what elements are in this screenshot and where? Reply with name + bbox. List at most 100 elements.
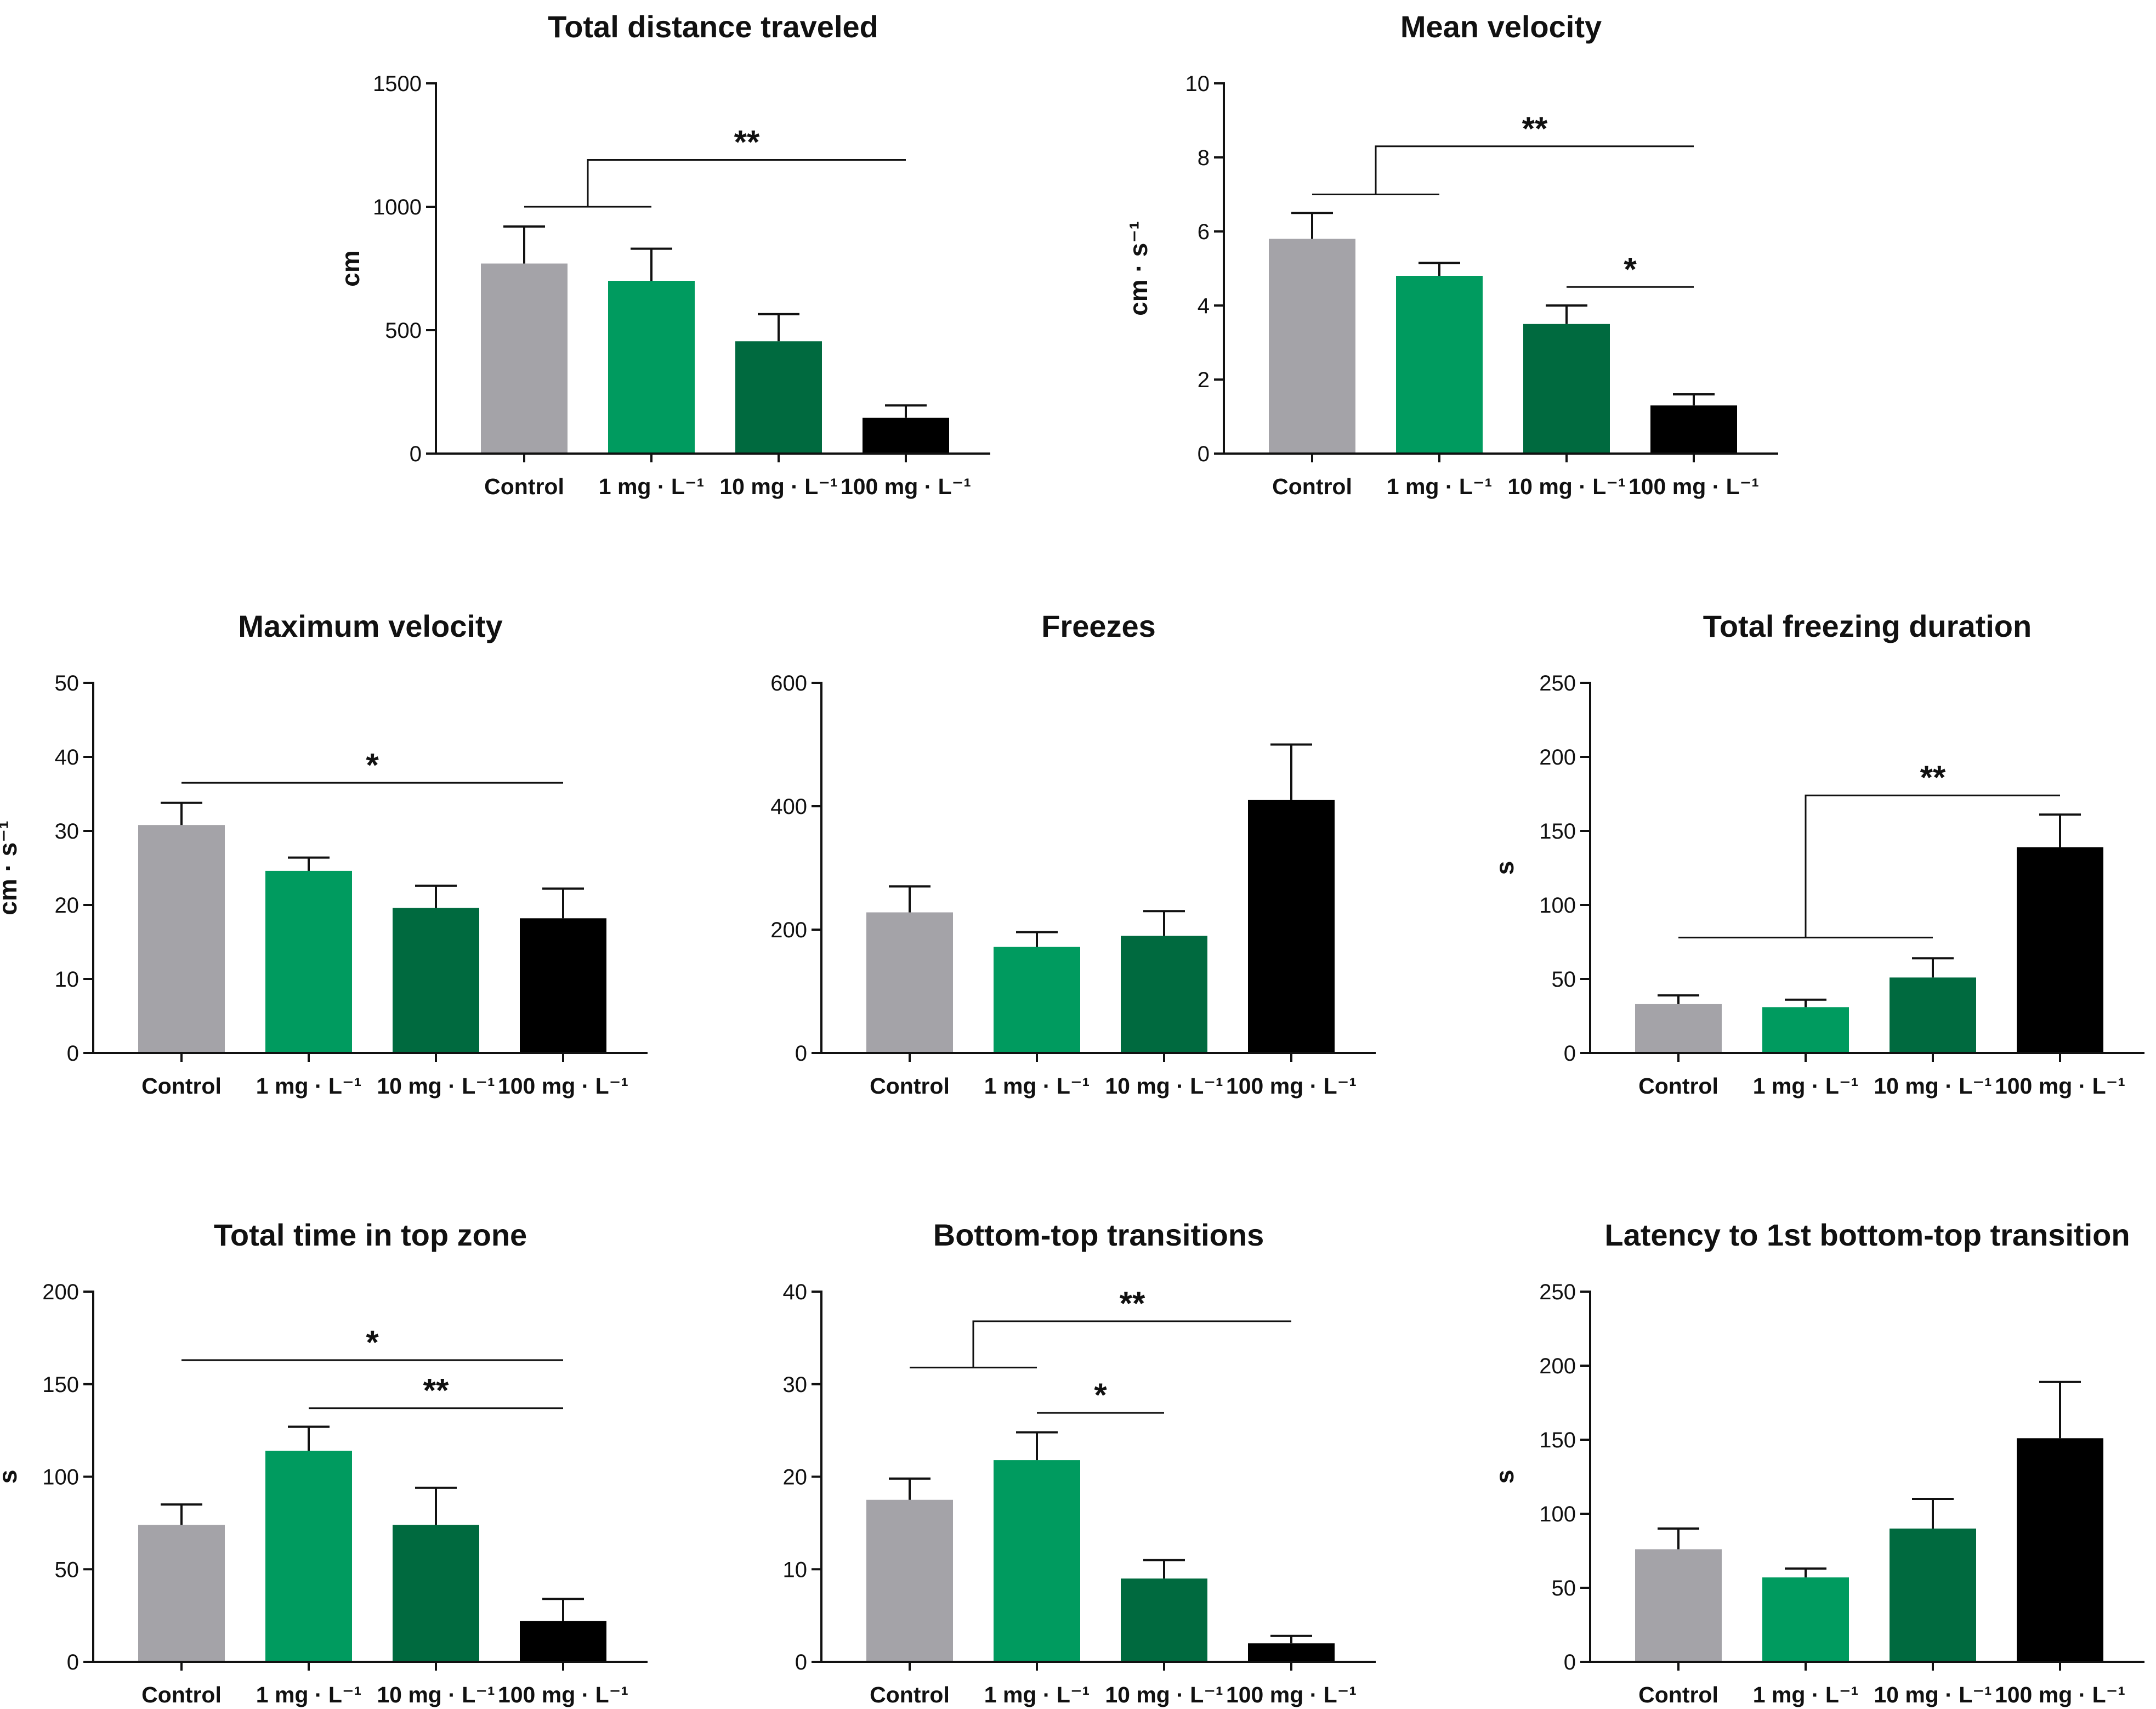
chart-title: Total distance traveled [548, 9, 878, 44]
y-tick-label: 4 [1198, 294, 1210, 318]
category-label: 100 mg · L⁻¹ [498, 1073, 628, 1099]
y-tick-label: 50 [1552, 967, 1576, 992]
category-label: 100 mg · L⁻¹ [1226, 1073, 1357, 1099]
y-tick-label: 0 [67, 1650, 79, 1674]
significance-label: * [1624, 251, 1637, 287]
chart-panel-8: Latency to 1st bottom-top transition 0 50 1… [1490, 1218, 2144, 1707]
significance-label: ** [734, 124, 760, 161]
chart-panel-4: Freezes 0 200 400 600 Control 1 mg · L⁻¹ 10 mg … [770, 609, 1376, 1099]
bar-1 [866, 1499, 953, 1662]
significance-label: * [366, 1324, 379, 1361]
significance-label: * [366, 746, 379, 783]
y-tick-label: 0 [410, 442, 422, 466]
y-tick-label: 200 [1539, 1354, 1576, 1378]
bar-3 [393, 1525, 479, 1662]
category-label: Control [1638, 1073, 1718, 1099]
y-tick-label: 0 [67, 1042, 79, 1066]
category-label: Control [141, 1073, 222, 1099]
bar-2 [265, 1451, 352, 1662]
category-label: 1 mg · L⁻¹ [1387, 474, 1492, 499]
chart-panel-3: Maximum velocity 0 10 20 30 40 50 Control 1 mg ·… [0, 609, 648, 1099]
significance-label: * [1094, 1377, 1107, 1413]
y-tick-label: 100 [42, 1465, 79, 1490]
significance-label: ** [1120, 1285, 1145, 1322]
bar-1 [138, 1525, 225, 1662]
bar-4 [520, 1621, 606, 1662]
y-tick-label: 500 [385, 319, 422, 343]
category-label: 10 mg · L⁻¹ [1105, 1682, 1223, 1707]
bar-4 [2017, 1438, 2103, 1662]
significance-bracket [587, 159, 906, 207]
y-tick-label: 250 [1539, 1280, 1576, 1304]
significance-label: ** [1522, 110, 1548, 147]
bar-1 [1269, 239, 1355, 454]
significance-bracket [1375, 145, 1694, 195]
chart-panel-5: Total freezing duration 0 50 100 150 200 250 Co… [1490, 609, 2144, 1099]
chart-panel-7: Bottom-top transitions 0 10 20 30 40 Control 1 … [783, 1218, 1376, 1707]
bar-2 [265, 870, 352, 1053]
y-tick-label: 40 [783, 1280, 808, 1304]
y-axis-label: s [0, 1470, 22, 1484]
category-label: 100 mg · L⁻¹ [1629, 474, 1759, 499]
y-axis-label: s [1490, 861, 1519, 875]
y-tick-label: 0 [795, 1042, 807, 1066]
y-tick-label: 200 [42, 1280, 79, 1304]
y-tick-label: 2 [1198, 368, 1210, 392]
y-axis-label: cm [336, 250, 365, 286]
bar-2 [608, 281, 695, 454]
category-label: Control [141, 1682, 222, 1707]
significance-label: ** [1920, 759, 1946, 796]
significance-label: ** [423, 1372, 449, 1409]
category-label: 100 mg · L⁻¹ [498, 1682, 628, 1707]
bar-1 [138, 825, 225, 1053]
bar-3 [1121, 1578, 1207, 1662]
chart-panel-6: Total time in top zone 0 50 100 150 200 Contro… [0, 1218, 648, 1707]
bar-2 [1762, 1577, 1849, 1662]
bar-3 [1121, 936, 1207, 1053]
y-tick-label: 6 [1198, 220, 1210, 244]
category-label: 1 mg · L⁻¹ [1753, 1073, 1858, 1099]
y-tick-label: 50 [1552, 1576, 1576, 1600]
chart-title: Bottom-top transitions [933, 1218, 1264, 1252]
y-tick-label: 150 [42, 1373, 79, 1397]
bar-2 [994, 947, 1080, 1053]
y-tick-label: 0 [1564, 1650, 1576, 1674]
y-tick-label: 0 [1564, 1042, 1576, 1066]
y-tick-label: 20 [783, 1465, 808, 1490]
category-label: 10 mg · L⁻¹ [1507, 474, 1625, 499]
category-label: 100 mg · L⁻¹ [841, 474, 971, 499]
bar-4 [520, 918, 606, 1053]
category-label: 10 mg · L⁻¹ [1874, 1682, 1992, 1707]
bar-1 [866, 912, 953, 1053]
y-axis-label: cm · s⁻¹ [0, 820, 22, 915]
bar-2 [1396, 276, 1483, 454]
y-tick-label: 250 [1539, 671, 1576, 695]
category-label: 10 mg · L⁻¹ [1105, 1073, 1223, 1099]
y-tick-label: 100 [1539, 893, 1576, 918]
significance-bracket [972, 1320, 1291, 1368]
y-tick-label: 20 [55, 893, 80, 918]
y-tick-label: 8 [1198, 146, 1210, 170]
significance-bracket [1805, 794, 2060, 938]
category-label: 10 mg · L⁻¹ [377, 1073, 495, 1099]
category-label: 1 mg · L⁻¹ [984, 1682, 1090, 1707]
bar-4 [1248, 800, 1335, 1053]
y-tick-label: 30 [783, 1373, 808, 1397]
chart-title: Freezes [1041, 609, 1156, 643]
chart-title: Total time in top zone [214, 1218, 527, 1252]
y-tick-label: 0 [1198, 442, 1210, 466]
bar-1 [481, 263, 568, 454]
chart-title: Total freezing duration [1703, 609, 2032, 643]
bar-1 [1635, 1549, 1722, 1662]
bar-2 [994, 1460, 1080, 1662]
chart-title: Latency to 1st bottom-top transition [1604, 1218, 2130, 1252]
category-label: Control [1638, 1682, 1718, 1707]
category-label: 1 mg · L⁻¹ [1753, 1682, 1858, 1707]
category-label: Control [1272, 474, 1352, 499]
y-tick-label: 10 [55, 967, 80, 992]
chart-title: Mean velocity [1400, 9, 1602, 44]
y-tick-label: 10 [1185, 72, 1210, 96]
bar-3 [735, 341, 822, 454]
category-label: 1 mg · L⁻¹ [984, 1073, 1090, 1099]
